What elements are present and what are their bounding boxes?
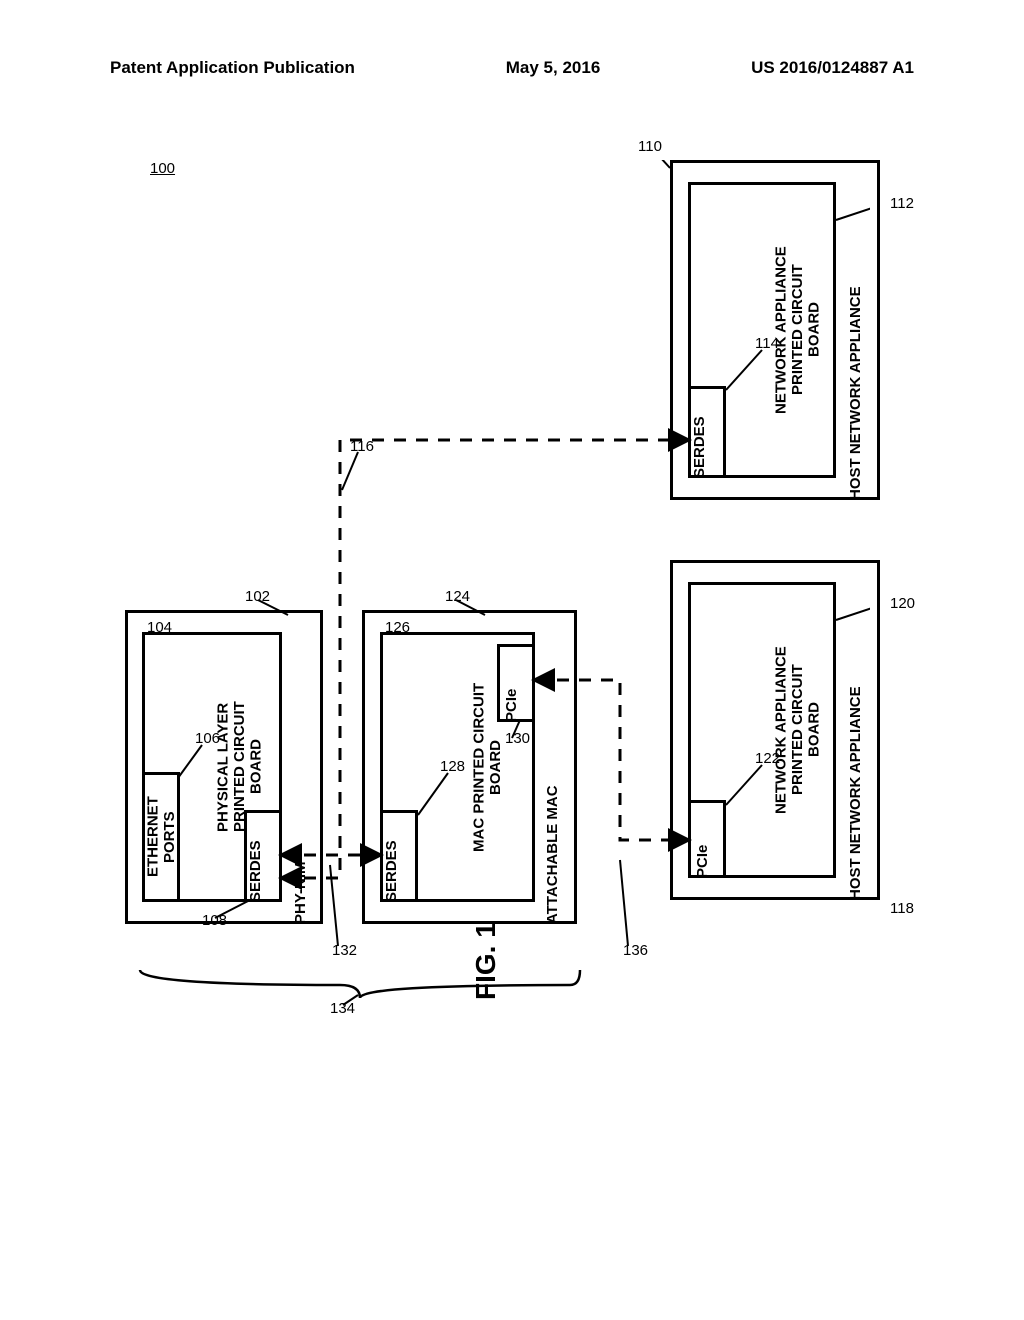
ref-120: 120	[890, 595, 915, 612]
mac-pcie: PCIe	[504, 644, 521, 722]
page-header: Patent Application Publication May 5, 20…	[0, 58, 1024, 78]
ref-118: 118	[890, 900, 914, 917]
mac-title: ATTACHABLE MAC	[545, 610, 562, 924]
ref-100: 100	[150, 160, 175, 177]
header-left: Patent Application Publication	[110, 58, 355, 78]
host1-title: HOST NETWORK APPLIANCE	[848, 160, 865, 500]
patent-page: Patent Application Publication May 5, 20…	[0, 0, 1024, 1320]
ref-126: 126	[385, 619, 410, 636]
figure-1: 100 HOST NETWORK APPLIANCE 110 NETWORK A…	[130, 160, 870, 1190]
host1-inner-title: NETWORK APPLIANCEPRINTED CIRCUITBOARD	[768, 182, 828, 478]
ref-128: 128	[440, 758, 465, 775]
host2-pcie: PCIe	[695, 800, 712, 878]
ref-112: 112	[890, 195, 914, 212]
phy-title: PHY-NIM	[293, 610, 310, 924]
header-center: May 5, 2016	[506, 58, 601, 78]
ref-114: 114	[755, 335, 779, 352]
host2-inner-title: NETWORK APPLIANCEPRINTED CIRCUITBOARD	[768, 582, 828, 878]
header-right: US 2016/0124887 A1	[751, 58, 914, 78]
figure-caption: FIG. 1	[470, 922, 502, 1000]
ref-108: 108	[202, 912, 227, 929]
phy-eth-title: ETHERNETPORTS	[143, 772, 181, 902]
ref-116: 116	[350, 438, 374, 455]
phy-serdes: SERDES	[248, 810, 265, 902]
ref-130: 130	[505, 730, 530, 747]
ref-104: 104	[147, 619, 172, 636]
host1-serdes: SERDES	[692, 386, 709, 478]
ref-136: 136	[623, 942, 648, 959]
ref-102: 102	[245, 588, 270, 605]
ref-122: 122	[755, 750, 780, 767]
ref-132: 132	[332, 942, 357, 959]
ref-124: 124	[445, 588, 470, 605]
ref-134: 134	[330, 1000, 355, 1017]
ref-106: 106	[195, 730, 220, 747]
ref-110: 110	[638, 138, 662, 155]
host2-title: HOST NETWORK APPLIANCE	[848, 560, 865, 900]
mac-serdes: SERDES	[384, 810, 401, 902]
